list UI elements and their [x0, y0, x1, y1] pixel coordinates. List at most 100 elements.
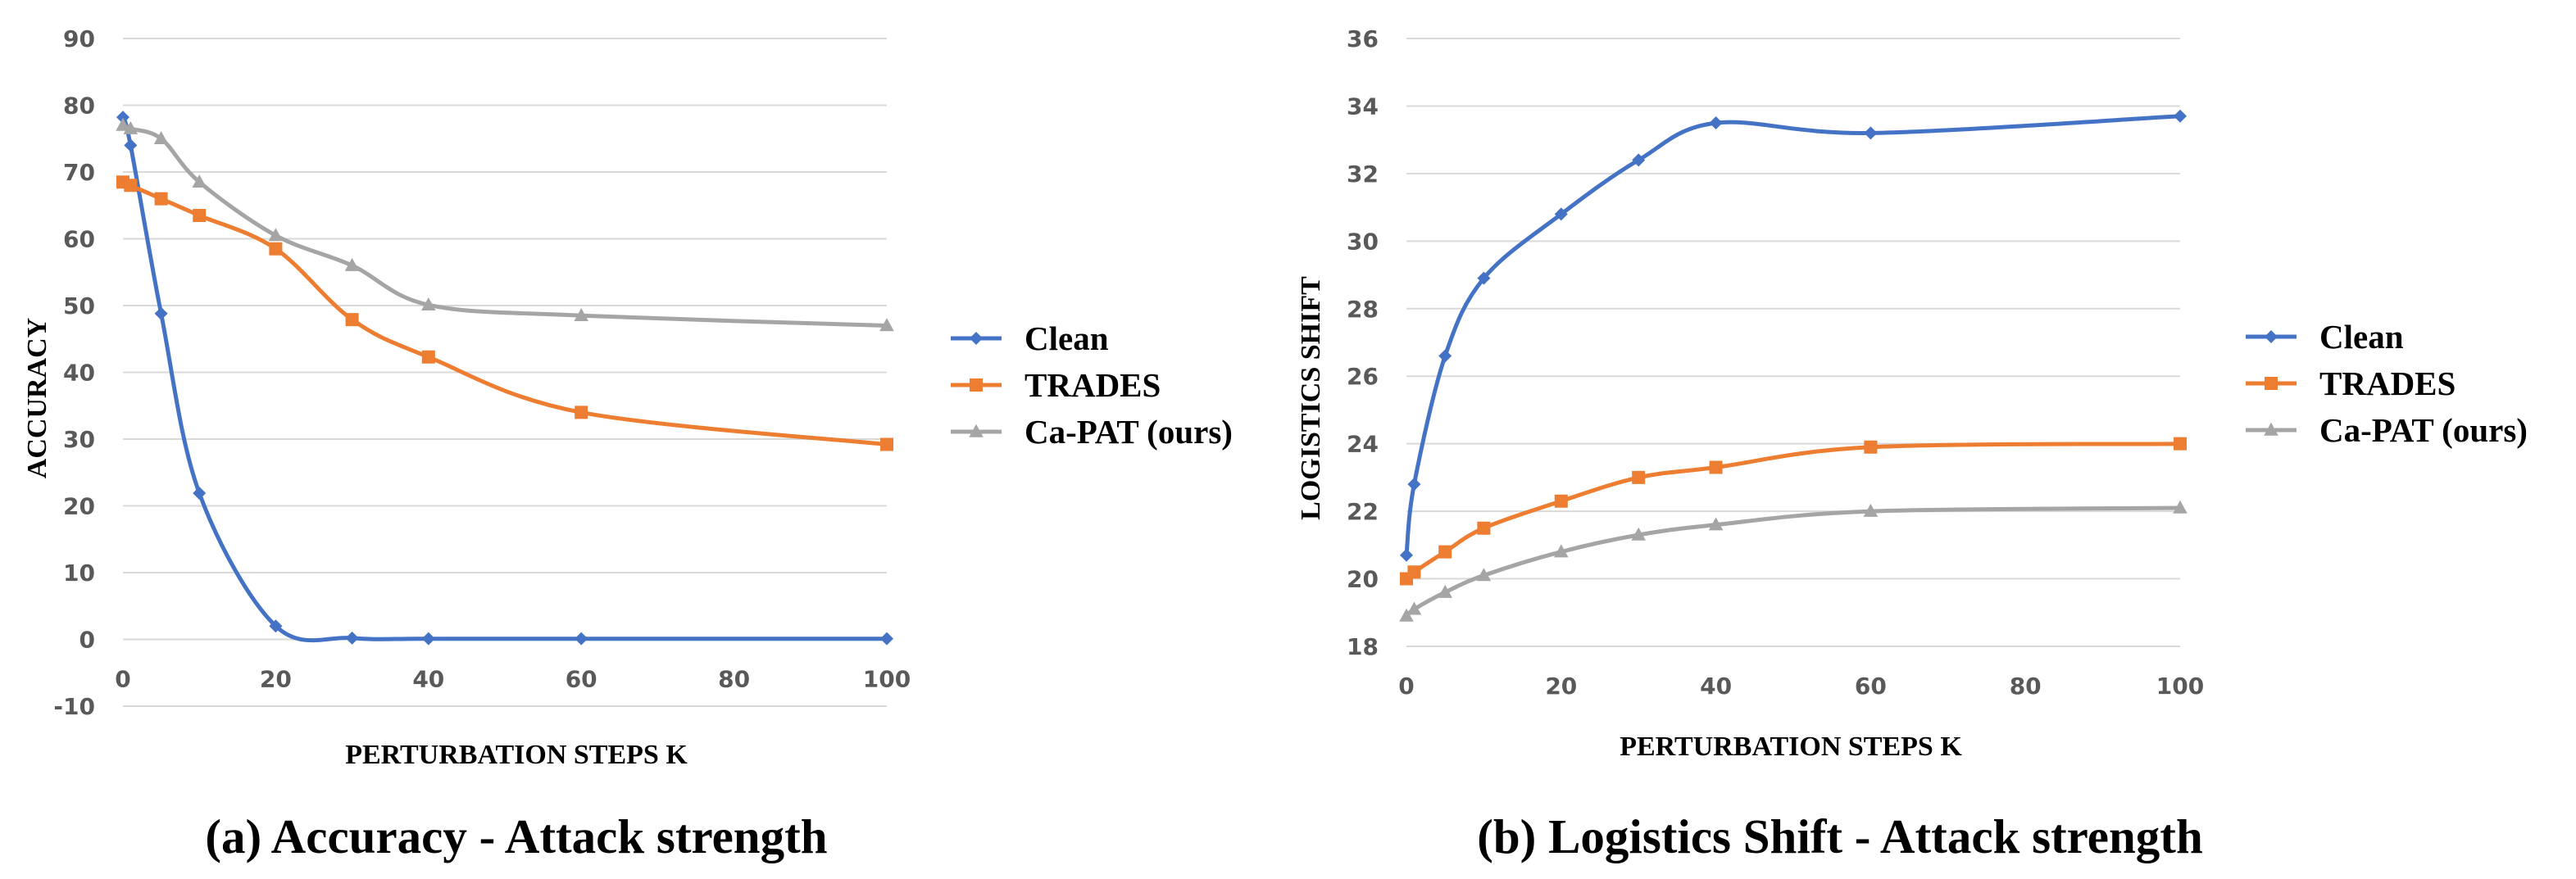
y-tick-label: 60 [63, 226, 95, 253]
data-point-ca-pat-ours [192, 174, 207, 188]
data-point-ca-pat-ours [1631, 527, 1646, 541]
y-tick-label: 10 [63, 560, 95, 587]
data-point-clean [1554, 207, 1568, 221]
data-point-ca-pat-ours [1406, 601, 1422, 615]
data-point-clean [1438, 349, 1452, 363]
data-point-clean [345, 631, 359, 645]
data-point-trades [2174, 437, 2187, 451]
y-tick-label: 50 [63, 292, 95, 319]
x-tick-label: 100 [863, 666, 911, 693]
legend-swatch-marker [970, 332, 983, 345]
series-line-clean [1404, 114, 2183, 558]
chart-logistics-shift-legend: Clean TRADES Ca-PAT (ours) [2246, 318, 2528, 449]
x-tick-label: 80 [718, 666, 750, 693]
legend-swatch-marker [2265, 377, 2278, 390]
series-line-trades [1404, 442, 2183, 582]
x-tick-label: 40 [1700, 673, 1732, 700]
x-tick-label: 60 [1855, 673, 1887, 700]
legend-item-trades: TRADES [2246, 365, 2456, 402]
chart-accuracy-series [116, 111, 894, 646]
chart-accuracy-grid [123, 38, 887, 707]
legend-item-clean: Clean [951, 319, 1109, 357]
data-point-clean [575, 632, 588, 646]
chart-accuracy-x-axis-title: PERTURBATION STEPS K [345, 740, 688, 770]
data-point-clean [421, 632, 435, 646]
data-point-trades [421, 350, 435, 364]
y-tick-label: 70 [63, 159, 95, 186]
chart-accuracy: -10 0 10 20 30 40 50 60 70 80 90 0 20 40 60 80 100 Clean… [22, 25, 1233, 863]
legend-label: TRADES [1024, 366, 1161, 404]
data-point-clean [1407, 478, 1421, 492]
y-tick-label: 80 [63, 93, 95, 120]
data-point-clean [154, 306, 168, 320]
legend-label: Clean [2319, 318, 2404, 356]
legend-item-clean: Clean [2246, 318, 2404, 356]
data-point-ca-pat-ours [1863, 503, 1879, 517]
x-tick-label: 80 [2010, 673, 2042, 700]
series-ca-pat-ours [1399, 500, 2188, 622]
data-point-ca-pat-ours [1399, 608, 1414, 622]
data-point-trades [1407, 565, 1421, 579]
data-point-trades [1554, 494, 1568, 508]
chart-logistics-shift-series [1399, 109, 2188, 622]
data-point-ca-pat-ours [1476, 568, 1492, 582]
legend-label: Clean [1024, 319, 1109, 357]
series-line-ca-pat-ours [1404, 505, 2183, 618]
data-point-trades [124, 179, 138, 193]
chart-accuracy-caption: (a) Accuracy - Attack strength [205, 809, 827, 863]
data-point-trades [1632, 470, 1646, 484]
y-tick-label: 20 [63, 493, 95, 520]
series-trades [116, 175, 893, 451]
data-point-clean [1632, 153, 1646, 167]
y-tick-label: 22 [1347, 498, 1379, 525]
data-point-ca-pat-ours [1554, 544, 1569, 558]
data-point-ca-pat-ours [153, 131, 169, 145]
data-point-trades [269, 242, 283, 256]
chart-logistics-shift-x-axis-title: PERTURBATION STEPS K [1620, 732, 1962, 762]
series-clean [116, 111, 893, 646]
y-tick-label: 0 [80, 627, 95, 654]
y-tick-label: -10 [53, 693, 95, 720]
data-point-ca-pat-ours [1438, 584, 1452, 598]
chart-accuracy-legend: Clean TRADES Ca-PAT (ours) [951, 319, 1233, 451]
data-point-clean [124, 138, 138, 152]
data-point-trades [345, 313, 359, 327]
data-point-trades [880, 437, 893, 451]
series-ca-pat-ours [116, 117, 894, 332]
series-line-clean [120, 115, 889, 643]
data-point-trades [1709, 460, 1723, 474]
x-tick-label: 40 [412, 666, 444, 693]
data-point-ca-pat-ours [123, 120, 139, 134]
data-point-clean [880, 632, 893, 646]
data-point-clean [116, 111, 129, 125]
data-point-clean [1477, 271, 1491, 285]
data-point-trades [154, 192, 168, 206]
data-point-trades [1864, 440, 1878, 454]
chart-logistics-shift: 18 20 22 24 26 28 30 32 34 36 0 20 40 60 80 100 Clean TR… [1296, 25, 2528, 863]
y-tick-label: 34 [1347, 93, 1379, 120]
legend-item-trades: TRADES [951, 366, 1161, 404]
data-point-clean [269, 619, 283, 633]
legend-swatch-marker [2265, 330, 2278, 343]
data-point-ca-pat-ours [421, 297, 436, 310]
y-tick-label: 30 [63, 426, 95, 453]
x-tick-label: 100 [2156, 673, 2204, 700]
data-point-ca-pat-ours [574, 308, 588, 322]
data-point-trades [1477, 521, 1491, 535]
y-tick-label: 20 [1347, 566, 1379, 593]
data-point-ca-pat-ours [1708, 517, 1724, 531]
x-tick-label: 20 [260, 666, 292, 693]
chart-accuracy-ticks: -10 0 10 20 30 40 50 60 70 80 90 0 20 40 60 80 100 [53, 25, 911, 720]
data-point-ca-pat-ours [344, 257, 360, 271]
y-tick-label: 28 [1347, 296, 1379, 323]
data-point-clean [1709, 116, 1723, 130]
legend-label: Ca-PAT (ours) [1024, 413, 1233, 451]
x-tick-label: 0 [115, 666, 130, 693]
legend-item-ca-pat-ours: Ca-PAT (ours) [2246, 411, 2528, 449]
y-tick-label: 24 [1347, 431, 1379, 458]
series-clean [1400, 109, 2187, 562]
chart-logistics-shift-caption: (b) Logistics Shift - Attack strength [1477, 809, 2203, 863]
legend-swatch-marker [2264, 422, 2278, 436]
series-trades [1400, 437, 2187, 586]
